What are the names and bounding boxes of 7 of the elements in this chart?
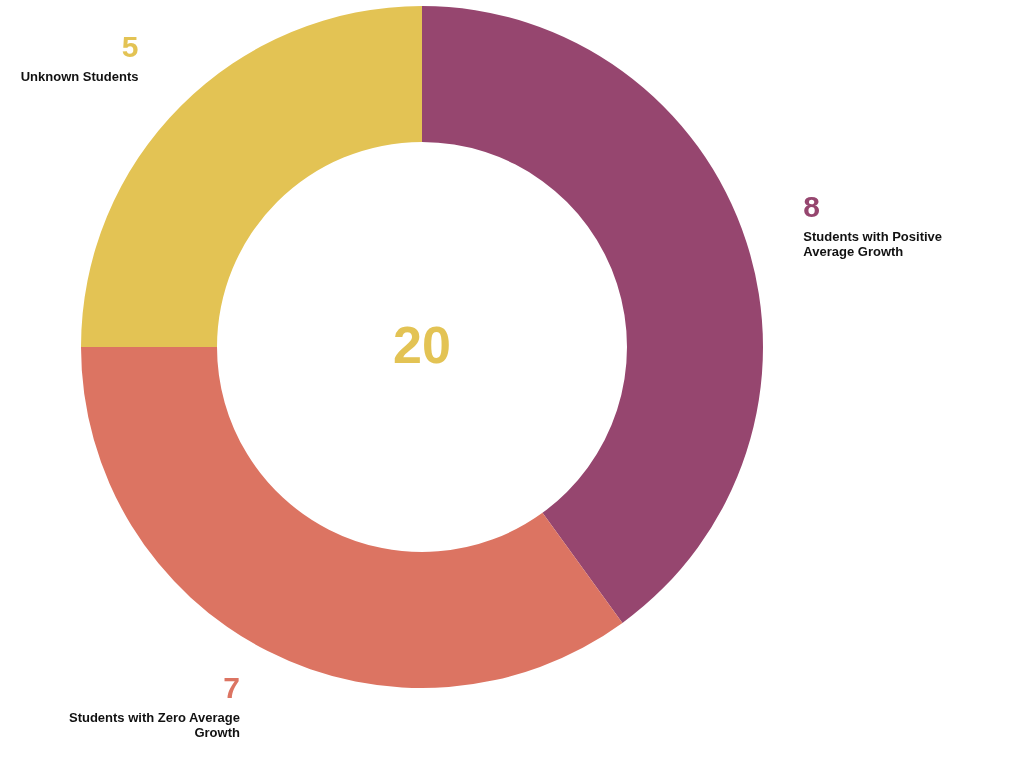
data-label: 7 <box>223 671 240 705</box>
data-label: 8 <box>803 190 821 224</box>
slice-label: Unknown Students <box>20 69 139 85</box>
text: 20 <box>393 316 451 374</box>
slice-label: Students with Zero Average Growth <box>68 710 240 741</box>
data-label: 5 <box>121 30 139 64</box>
slice-label: Students with Positive Average Growth <box>803 229 943 260</box>
